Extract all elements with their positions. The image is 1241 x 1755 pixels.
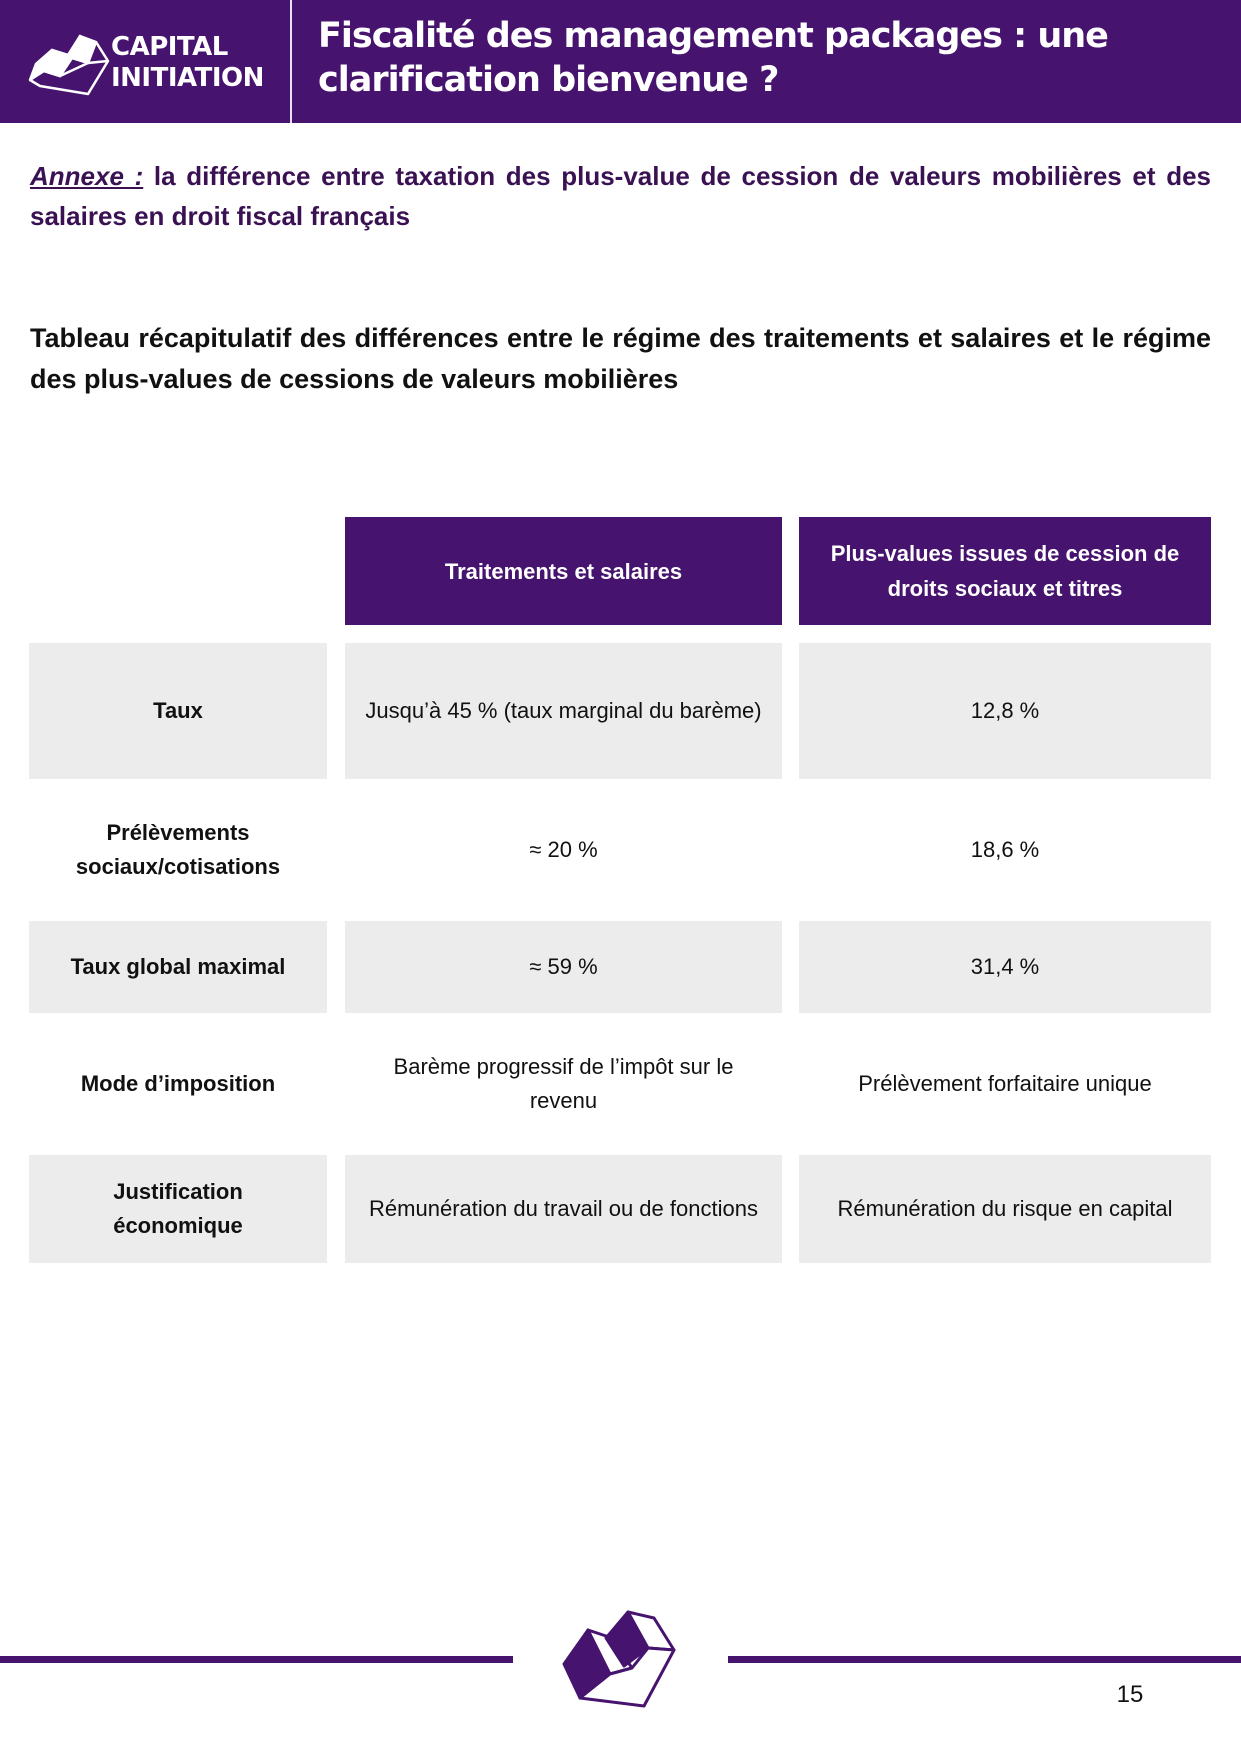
annex-label: Annexe :	[30, 161, 144, 191]
cube-check-logo-icon	[28, 34, 110, 96]
table-cell: Barème progressif de l’impôt sur le reve…	[393, 1054, 734, 1113]
table-cell: Prélèvement forfaitaire unique	[858, 1071, 1152, 1096]
header-divider	[290, 0, 292, 123]
brand-name-line1: CAPITAL	[111, 32, 228, 62]
column-header-plus-values: Plus-values issues de cession de droits …	[799, 517, 1211, 625]
row-label: Taux	[29, 643, 327, 779]
brand-logo: CAPITAL INITIATION	[28, 24, 278, 100]
footer-logo	[560, 1608, 682, 1717]
annex-heading: Annexe : la différence entre taxation de…	[30, 156, 1211, 236]
cube-check-logo-icon	[562, 1610, 676, 1708]
table-cell: Rémunération du travail ou de fonctions	[345, 1155, 782, 1263]
page-header: CAPITAL INITIATION Fiscalité des managem…	[0, 0, 1241, 123]
footer-rule-right	[728, 1656, 1241, 1663]
table-cell: ≈ 20 %	[529, 837, 598, 862]
table-cell: Jusqu’à 45 % (taux marginal du barème)	[345, 643, 782, 779]
table-title: Tableau récapitulatif des différences en…	[30, 323, 1211, 394]
column-header-salaires: Traitements et salaires	[345, 517, 782, 625]
table-cell: 12,8 %	[799, 643, 1211, 779]
table-cell: ≈ 59 %	[345, 921, 782, 1013]
row-label: Taux global maximal	[29, 921, 327, 1013]
brand-name: CAPITAL INITIATION	[111, 32, 264, 94]
row-label: Mode d’imposition	[80, 1071, 276, 1096]
row-label: Justification économique	[29, 1155, 327, 1263]
brand-name-line2: INITIATION	[111, 63, 264, 93]
table-cell: 31,4 %	[799, 921, 1211, 1013]
footer-rule-left	[0, 1656, 513, 1663]
page-number: 15	[1116, 1681, 1144, 1708]
table-cell: Rémunération du risque en capital	[799, 1155, 1211, 1263]
row-label: Prélèvements sociaux/cotisations	[75, 820, 281, 879]
table-cell: 18,6 %	[970, 837, 1040, 862]
annex-text: la différence entre taxation des plus-va…	[30, 161, 1211, 231]
document-title: Fiscalité des management packages : une …	[318, 16, 1109, 100]
